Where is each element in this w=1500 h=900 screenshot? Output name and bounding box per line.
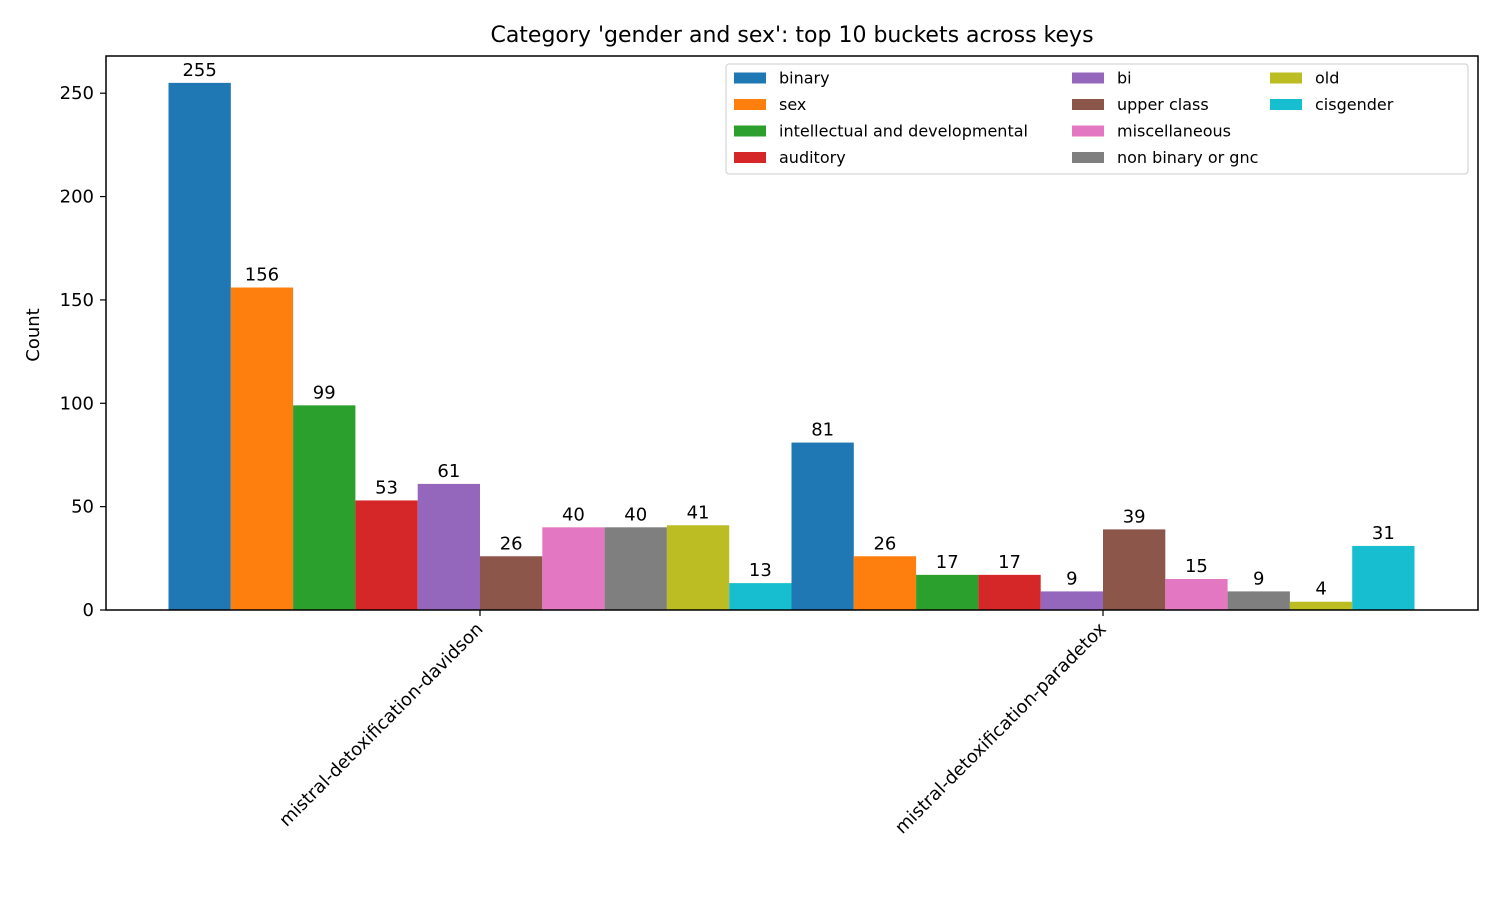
bar-value-label: 26 [500,533,523,554]
bar-value-label: 99 [313,382,336,403]
bars-group [168,82,1415,611]
bar-value-label: 17 [998,552,1021,573]
legend-swatch [1072,72,1104,84]
y-axis: 0 50 100 150 200 250 [60,83,106,621]
bar-value-label: 31 [1372,523,1395,544]
bar-value-label: 40 [562,504,585,525]
legend-swatch [1072,152,1104,163]
y-tick-label: 50 [71,497,94,518]
legend-swatch [734,72,766,84]
legend-swatch [1072,99,1104,110]
legend-swatch [1270,72,1302,84]
bar [853,556,917,610]
legend-label: non binary or gnc [1117,148,1258,167]
bar-value-label: 26 [873,533,896,554]
bar [230,287,294,610]
x-tick-label: mistral-detoxification-davidson [275,619,487,831]
bar [355,500,418,610]
value-labels-group: 255 156 99 53 61 26 40 40 41 13 81 26 17 17 9 39 15 9 4 31 [182,60,1394,600]
bar [666,525,730,610]
bar [168,82,231,611]
legend-label: cisgender [1315,95,1394,114]
bar [791,442,854,610]
legend-swatch [1072,125,1104,137]
bar-value-label: 61 [437,461,460,482]
bar-value-label: 156 [245,265,279,286]
y-tick-label: 0 [83,600,94,621]
bar [1227,591,1290,610]
legend-swatch [734,99,766,110]
y-axis-label: Count [23,308,44,361]
bar [1352,545,1415,610]
bar-value-label: 53 [375,477,398,498]
legend-label: upper class [1117,95,1209,114]
bar-value-label: 17 [936,552,959,573]
bar-value-label: 9 [1066,568,1077,589]
legend-label: miscellaneous [1117,122,1231,141]
bar [417,483,480,610]
legend: binary sex intellectual and developmental a… [725,63,1469,175]
legend-label: bi [1117,69,1132,88]
bar [1165,578,1228,610]
bar-value-label: 255 [182,60,216,81]
legend-swatch [734,152,766,163]
bar-value-label: 41 [687,502,710,523]
legend-label: sex [779,95,806,114]
bar [729,583,792,610]
legend-label: auditory [779,148,846,167]
y-tick-label: 250 [60,83,94,104]
bar [542,527,605,610]
bar-value-label: 15 [1185,556,1208,577]
chart-title: Category 'gender and sex': top 10 bucket… [490,23,1093,48]
legend-swatch [734,125,766,137]
bar [916,574,979,610]
bar [1103,529,1166,610]
bar [1289,601,1353,610]
y-tick-label: 200 [60,187,94,208]
bar-value-label: 9 [1253,568,1264,589]
legend-label: old [1315,69,1339,88]
plot-frame [105,55,1479,611]
legend-box [725,63,1469,175]
bar-value-label: 4 [1315,579,1326,600]
x-axis: mistral-detoxification-davidson mistral-d… [275,610,1111,838]
bar [978,574,1041,610]
legend-label: binary [779,69,830,88]
bar [604,527,667,610]
y-tick-label: 100 [60,393,94,414]
bar-value-label: 39 [1123,506,1146,527]
legend-label: intellectual and developmental [779,122,1028,141]
bar-value-label: 81 [811,420,834,441]
bar [480,556,543,610]
y-tick-label: 150 [60,290,94,311]
bar [1040,591,1103,610]
bar-value-label: 40 [624,504,647,525]
bar [293,405,356,610]
x-tick-label: mistral-detoxification-paradetox [891,618,1111,838]
bar-value-label: 13 [749,560,772,581]
legend-swatch [1270,99,1302,110]
